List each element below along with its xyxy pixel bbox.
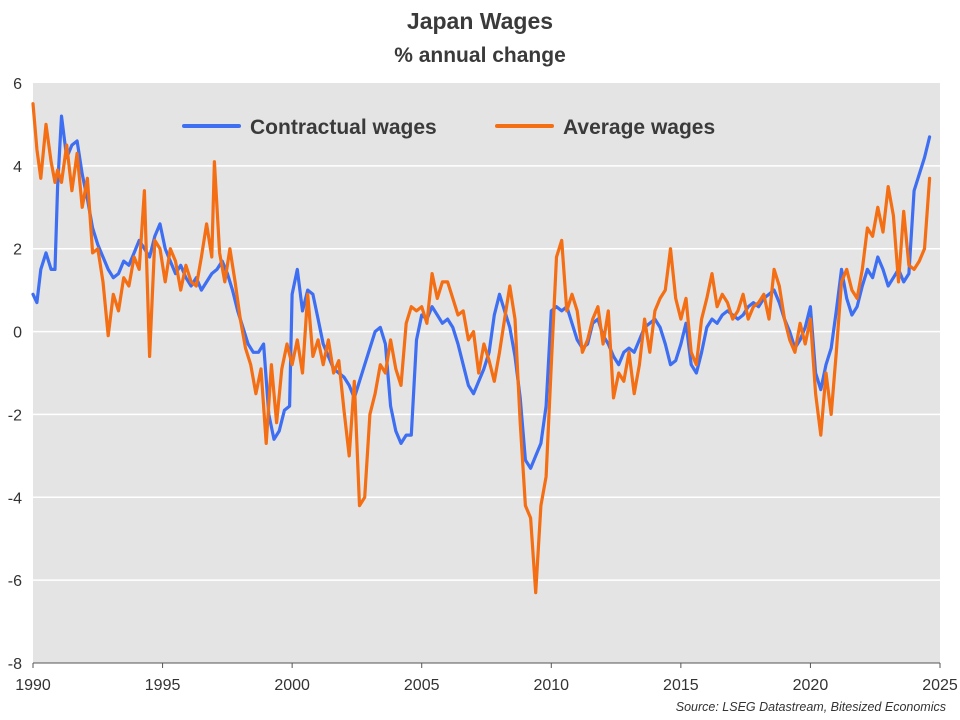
chart-subtitle: % annual change xyxy=(394,44,566,67)
y-tick-label: -4 xyxy=(8,490,22,507)
x-tick-label: 2005 xyxy=(404,677,440,694)
data-series xyxy=(31,102,932,595)
legend-label: Contractual wages xyxy=(250,116,437,139)
x-tick-label: 1990 xyxy=(15,677,51,694)
chart-title: Japan Wages xyxy=(406,8,554,34)
x-tick-label: 1995 xyxy=(145,677,181,694)
y-tick-label: -2 xyxy=(8,407,22,424)
source-note: Source: LSEG Datastream, Bitesized Econo… xyxy=(675,700,946,714)
y-tick-label: 0 xyxy=(13,325,22,342)
y-tick-label: -8 xyxy=(8,656,22,673)
x-tick-label: 2000 xyxy=(274,677,310,694)
x-tick-label: 2025 xyxy=(922,677,958,694)
x-tick-label: 2015 xyxy=(663,677,699,694)
y-tick-label: 6 xyxy=(13,76,22,93)
legend-label: Average wages xyxy=(563,116,715,139)
y-tick-label: 2 xyxy=(13,242,22,259)
plot-area xyxy=(33,83,940,663)
y-tick-label: -6 xyxy=(8,573,22,590)
legend: Contractual wages Average wages xyxy=(182,116,715,139)
axis-labels: -8 -6 -4 -2 0 2 4 6 1990 1995 2000 2005 2010 2015 2020… xyxy=(8,76,958,694)
series-line-average-wages xyxy=(31,102,932,595)
x-tick-label: 2010 xyxy=(533,677,569,694)
x-tick-label: 2020 xyxy=(793,677,829,694)
y-tick-label: 4 xyxy=(13,159,22,176)
